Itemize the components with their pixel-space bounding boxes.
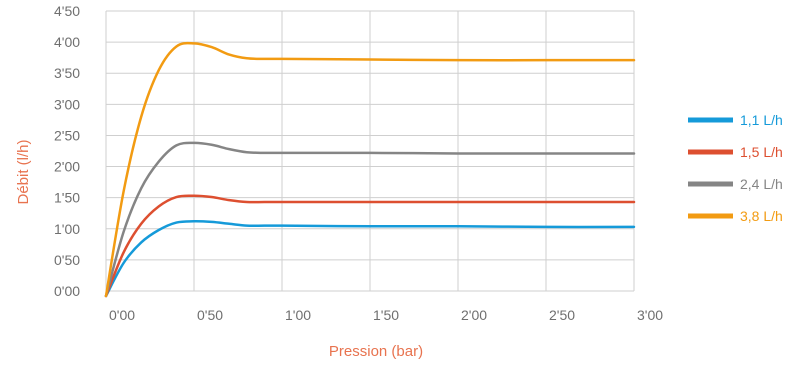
series-line	[104, 141, 636, 298]
x-tick-label: 1'00	[285, 307, 311, 323]
x-tick-labels: 0'00 0'50 1'00 1'50 2'00 2'50 3'00	[109, 307, 663, 323]
legend-label: 1,1 L/h	[740, 112, 783, 128]
series-line	[104, 220, 636, 298]
series-line	[104, 41, 636, 298]
y-tick-label: 1'00	[54, 221, 80, 237]
y-tick-label: 3'50	[54, 65, 80, 81]
x-tick-label: 2'00	[461, 307, 487, 323]
y-tick-label: 4'50	[54, 3, 80, 19]
x-axis-label: Pression (bar)	[329, 343, 423, 360]
series-lines	[104, 41, 636, 298]
x-tick-label: 1'50	[373, 307, 399, 323]
y-tick-label: 2'50	[54, 127, 80, 143]
y-tick-label: 1'50	[54, 190, 80, 206]
y-tick-labels: 0'00 0'50 1'00 1'50 2'00 2'50 3'00 3'50 4'00 4'50	[54, 3, 80, 299]
legend-label: 3,8 L/h	[740, 208, 783, 224]
x-tick-label: 0'00	[109, 307, 135, 323]
series-line	[104, 194, 636, 298]
y-axis-label: Débit (l/h)	[15, 139, 32, 204]
y-tick-label: 0'50	[54, 252, 80, 268]
y-tick-label: 3'00	[54, 96, 80, 112]
x-tick-label: 0'50	[197, 307, 223, 323]
x-tick-label: 3'00	[637, 307, 663, 323]
legend: 1,1 L/h 1,5 L/h 2,4 L/h 3,8 L/h	[688, 112, 783, 224]
y-tick-label: 4'00	[54, 34, 80, 50]
x-tick-label: 2'50	[549, 307, 575, 323]
legend-label: 1,5 L/h	[740, 144, 783, 160]
y-tick-label: 0'00	[54, 283, 80, 299]
y-tick-label: 2'00	[54, 159, 80, 175]
legend-label: 2,4 L/h	[740, 176, 783, 192]
grid	[105, 10, 635, 292]
